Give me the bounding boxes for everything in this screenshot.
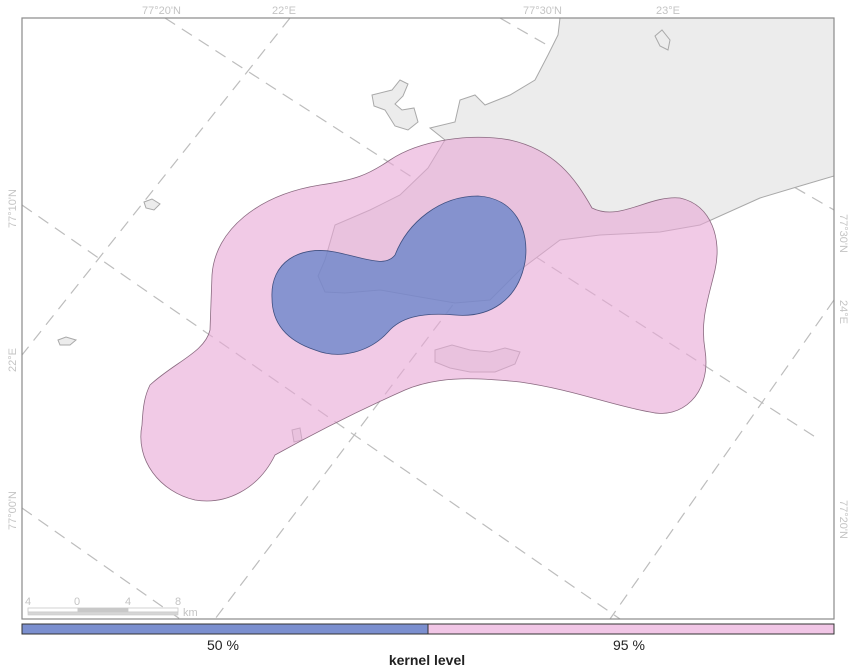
label-top-0: 77°20'N [142,5,181,17]
label-top-3: 23°E [656,5,680,17]
islet-west [143,198,161,211]
label-left-2: 77°00'N [7,491,19,530]
label-left-0: 77°10'N [7,189,19,228]
scale-tick-1: 0 [74,596,80,608]
label-right-0: 77°30'N [837,214,849,253]
scale-bar: 4 0 4 8 km [25,596,198,619]
kernel-50-polygon[interactable] [271,195,527,355]
scale-unit: km [183,607,198,619]
legend-swatch-95 [427,623,835,635]
coast-notch [654,29,671,51]
islet-left [57,336,78,346]
legend-bar [21,623,835,635]
kernel-95-polygon[interactable] [140,136,718,502]
legend-label-95: 95 % [613,637,645,653]
map-frame [21,17,835,620]
legend-swatch-50 [21,623,429,635]
label-right-2: 77°20'N [837,500,849,539]
label-left-1: 22°E [7,348,19,372]
graticule-labels: 77°20'N 22°E 77°30'N 23°E 77°10'N 22°E 7… [7,5,849,539]
island-north [371,79,419,131]
scale-tick-0: 4 [25,596,31,608]
scale-tick-2: 4 [125,596,131,608]
legend-label-50: 50 % [207,637,239,653]
label-top-2: 77°30'N [523,5,562,17]
legend-title: kernel level [388,652,466,668]
scale-tick-3: 8 [175,596,181,608]
label-right-1: 24°E [837,300,849,324]
label-top-1: 22°E [272,5,296,17]
